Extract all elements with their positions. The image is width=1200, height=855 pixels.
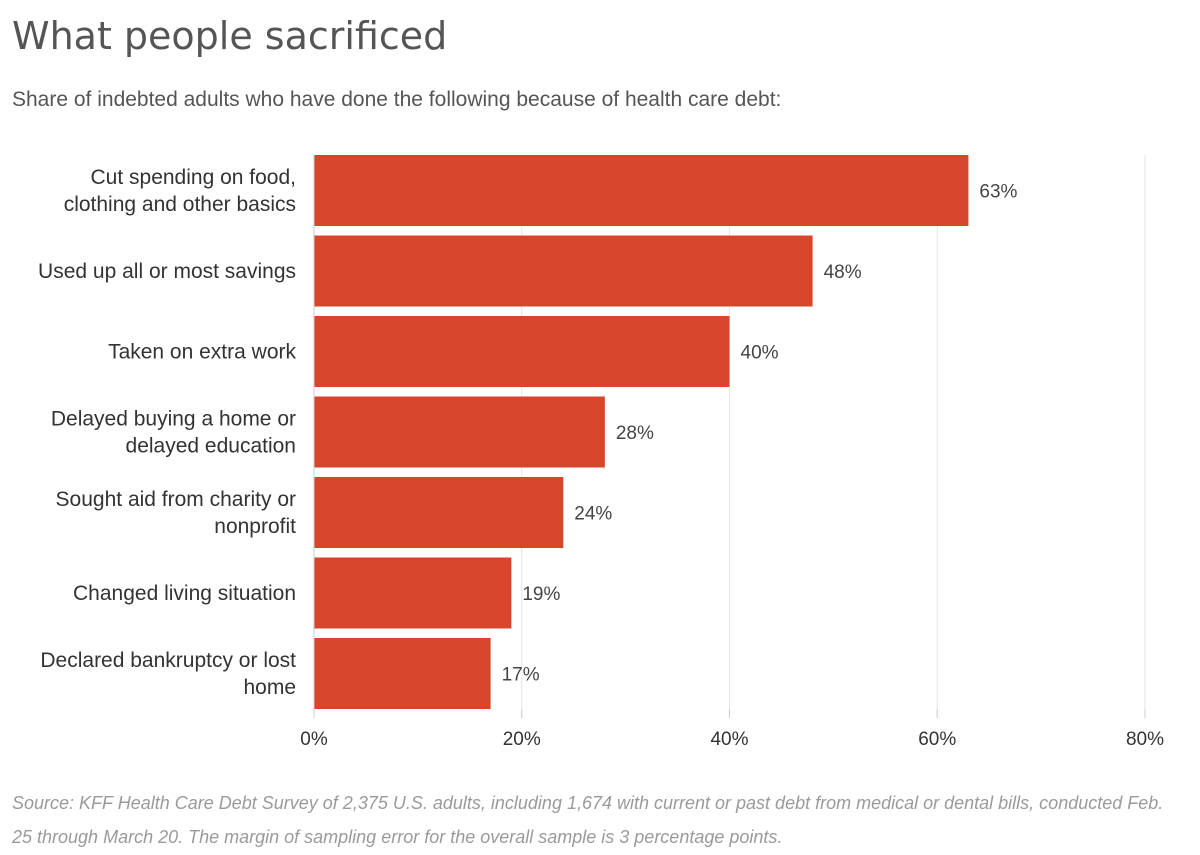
x-tick-label: 80% bbox=[1126, 729, 1164, 750]
source-note: Source: KFF Health Care Debt Survey of 2… bbox=[12, 793, 1164, 847]
bar bbox=[314, 396, 605, 468]
bar bbox=[314, 477, 564, 548]
category-label: Delayed buying a home or bbox=[51, 408, 296, 431]
x-tick-label: 40% bbox=[710, 729, 748, 750]
bar bbox=[314, 638, 491, 709]
category-labels: Cut spending on food, clothing and other … bbox=[38, 166, 296, 699]
value-label: 40% bbox=[741, 343, 779, 364]
category-label: clothing and other basics bbox=[64, 193, 296, 216]
bar bbox=[314, 155, 969, 226]
category-label: nonprofit bbox=[214, 515, 296, 538]
value-label: 17% bbox=[502, 665, 540, 686]
x-tick-label: 20% bbox=[503, 729, 541, 750]
x-tick-label: 0% bbox=[300, 729, 328, 750]
value-label: 19% bbox=[522, 584, 560, 605]
bar-chart: Cut spending on food, clothing and other … bbox=[38, 155, 1164, 750]
value-label: 24% bbox=[574, 504, 612, 525]
category-label: Cut spending on food, bbox=[91, 166, 297, 189]
value-label: 63% bbox=[979, 182, 1017, 203]
bars bbox=[314, 155, 969, 709]
value-label: 28% bbox=[616, 423, 654, 444]
chart-title: What people sacrificed bbox=[12, 14, 448, 58]
x-axis: 0% 20% 40% 60% 80% bbox=[300, 155, 1164, 750]
category-label: Changed living situation bbox=[73, 582, 296, 605]
bar bbox=[314, 557, 512, 629]
category-label: delayed education bbox=[126, 435, 296, 458]
x-tick-label: 60% bbox=[918, 729, 956, 750]
bar bbox=[314, 235, 813, 307]
bar bbox=[314, 316, 730, 387]
value-label: 48% bbox=[824, 262, 862, 283]
category-label: home bbox=[243, 676, 296, 699]
category-label: Sought aid from charity or bbox=[56, 488, 296, 511]
chart-subtitle: Share of indebted adults who have done t… bbox=[12, 88, 782, 111]
category-label: Taken on extra work bbox=[108, 341, 296, 364]
category-label: Declared bankruptcy or lost bbox=[40, 649, 296, 672]
category-label: Used up all or most savings bbox=[38, 260, 296, 283]
value-labels: 63% 48% 40% 28% 24% 19% 17% bbox=[502, 182, 1018, 686]
